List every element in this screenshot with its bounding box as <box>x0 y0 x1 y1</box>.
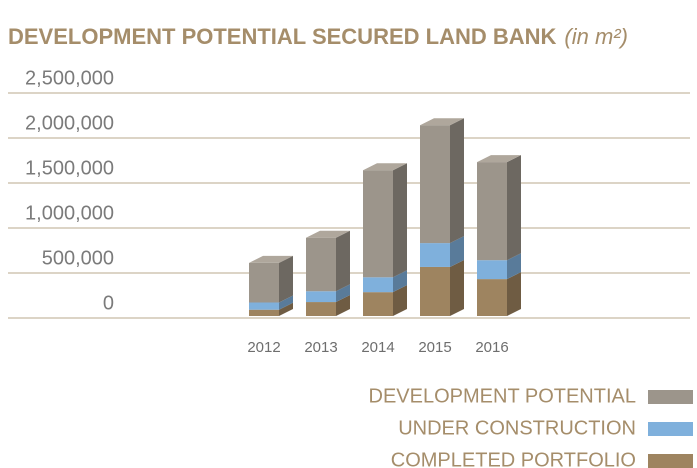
bar-side <box>279 295 293 310</box>
x-tick-label: 2015 <box>418 339 451 356</box>
bar-front <box>477 260 507 280</box>
bar-front <box>477 162 507 261</box>
bar-front <box>363 170 393 278</box>
x-tick-label: 2013 <box>304 339 337 356</box>
bar-side <box>336 284 350 303</box>
bar-side <box>336 230 350 292</box>
bar-top <box>249 255 293 263</box>
legend-swatch <box>648 390 693 404</box>
legend-label: COMPLETED PORTFOLIO <box>391 449 636 468</box>
bar-front <box>420 125 450 244</box>
bar-side <box>279 302 293 316</box>
legend-swatch <box>648 422 693 436</box>
x-tick-label: 2016 <box>475 339 508 356</box>
bar-side <box>450 259 464 316</box>
bar-side <box>450 118 464 244</box>
bar-side <box>393 270 407 293</box>
bar-front <box>249 262 279 303</box>
y-tick-label: 0 <box>103 292 114 314</box>
bar-top <box>306 230 350 238</box>
bar-front <box>306 302 336 316</box>
bar-side <box>450 236 464 267</box>
legend-label: DEVELOPMENT POTENTIAL <box>369 385 636 407</box>
bar-front <box>420 266 450 316</box>
y-tick-label: 1,500,000 <box>25 157 114 179</box>
bar-side <box>507 253 521 280</box>
bar-front <box>249 309 279 316</box>
bar-top <box>420 118 464 126</box>
bar-side <box>336 295 350 316</box>
title: DEVELOPMENT POTENTIAL SECURED LAND BANK <box>8 24 557 49</box>
x-tick-label: 2012 <box>247 339 280 356</box>
bar-top <box>477 155 521 163</box>
bar-side <box>279 255 293 303</box>
bar-side <box>507 155 521 261</box>
y-tick-label: 2,500,000 <box>25 67 114 89</box>
y-tick-label: 2,000,000 <box>25 112 114 134</box>
bar-front <box>306 237 336 292</box>
chart-title: DEVELOPMENT POTENTIAL SECURED LAND BANK (… <box>8 24 628 49</box>
bar-side <box>393 285 407 316</box>
bar-side <box>507 272 521 316</box>
legend-label: UNDER CONSTRUCTION <box>398 417 636 439</box>
subtitle: (in m²) <box>564 24 628 49</box>
bar-front <box>249 302 279 310</box>
y-tick-label: 500,000 <box>42 247 114 269</box>
legend-swatch <box>648 454 693 468</box>
bar-front <box>420 243 450 267</box>
bar-front <box>477 279 507 316</box>
y-tick-label: 1,000,000 <box>25 202 114 224</box>
bar-front <box>363 292 393 316</box>
bar-front <box>306 291 336 303</box>
x-tick-label: 2014 <box>361 339 394 356</box>
bar-top <box>363 163 407 171</box>
bar-side <box>393 163 407 278</box>
bar-front <box>363 277 393 293</box>
